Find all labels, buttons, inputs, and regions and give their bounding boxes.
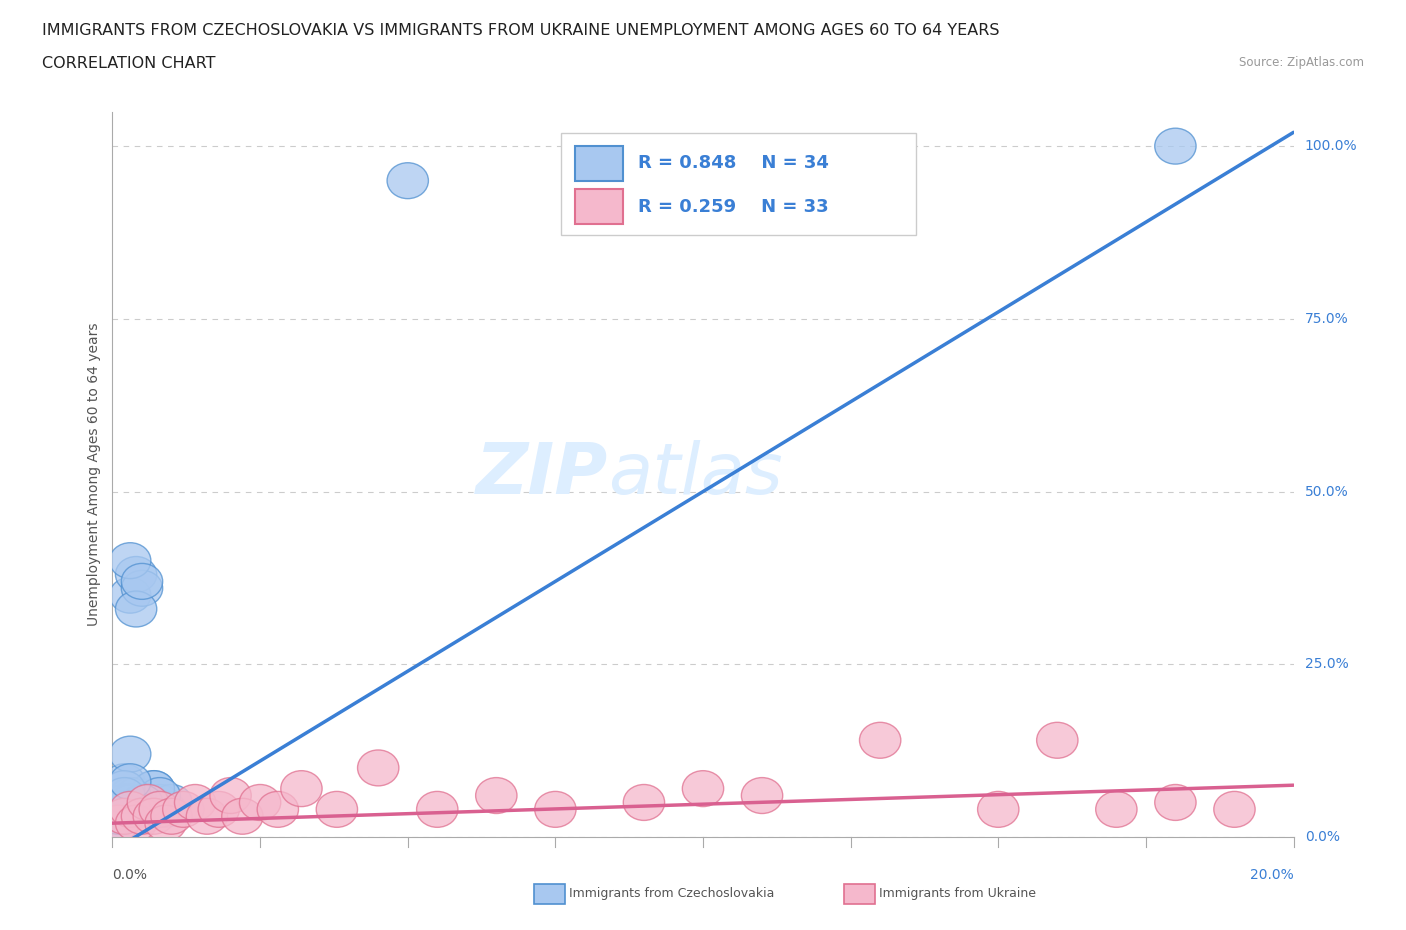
Ellipse shape — [97, 798, 139, 834]
Ellipse shape — [1095, 791, 1137, 828]
Ellipse shape — [104, 791, 145, 828]
Ellipse shape — [104, 777, 145, 814]
Ellipse shape — [222, 798, 263, 834]
Ellipse shape — [115, 591, 157, 627]
Ellipse shape — [104, 771, 145, 806]
Text: R = 0.848    N = 34: R = 0.848 N = 34 — [638, 154, 830, 172]
Ellipse shape — [1213, 791, 1256, 828]
Ellipse shape — [97, 805, 139, 841]
Ellipse shape — [623, 785, 665, 820]
Ellipse shape — [115, 791, 157, 828]
Ellipse shape — [387, 163, 429, 199]
Ellipse shape — [145, 791, 187, 828]
Ellipse shape — [115, 556, 157, 592]
Y-axis label: Unemployment Among Ages 60 to 64 years: Unemployment Among Ages 60 to 64 years — [87, 323, 101, 626]
Ellipse shape — [104, 764, 145, 800]
Ellipse shape — [127, 785, 169, 820]
Ellipse shape — [110, 785, 150, 820]
FancyBboxPatch shape — [575, 146, 623, 180]
Ellipse shape — [1154, 785, 1197, 820]
Ellipse shape — [110, 791, 150, 828]
Ellipse shape — [104, 798, 145, 834]
Ellipse shape — [134, 771, 174, 806]
Ellipse shape — [121, 791, 163, 828]
FancyBboxPatch shape — [561, 133, 915, 235]
Ellipse shape — [198, 791, 239, 828]
Ellipse shape — [97, 791, 139, 828]
Ellipse shape — [134, 771, 174, 806]
Ellipse shape — [127, 785, 169, 820]
Text: 25.0%: 25.0% — [1305, 658, 1348, 671]
Text: Immigrants from Czechoslovakia: Immigrants from Czechoslovakia — [569, 887, 775, 900]
Text: atlas: atlas — [609, 440, 783, 509]
Ellipse shape — [104, 798, 145, 834]
Ellipse shape — [741, 777, 783, 814]
Text: R = 0.259    N = 33: R = 0.259 N = 33 — [638, 198, 828, 216]
Text: 100.0%: 100.0% — [1305, 140, 1357, 153]
Ellipse shape — [97, 805, 139, 841]
Ellipse shape — [1036, 723, 1078, 758]
Ellipse shape — [977, 791, 1019, 828]
Ellipse shape — [682, 771, 724, 806]
Ellipse shape — [115, 777, 157, 814]
Ellipse shape — [357, 750, 399, 786]
Ellipse shape — [150, 785, 193, 820]
Text: 20.0%: 20.0% — [1250, 868, 1294, 882]
Ellipse shape — [110, 737, 150, 772]
Ellipse shape — [150, 798, 193, 834]
Ellipse shape — [115, 805, 157, 841]
Text: Immigrants from Ukraine: Immigrants from Ukraine — [879, 887, 1036, 900]
Ellipse shape — [534, 791, 576, 828]
Text: ZIP: ZIP — [477, 440, 609, 509]
Ellipse shape — [145, 805, 187, 841]
Ellipse shape — [121, 570, 163, 606]
Text: IMMIGRANTS FROM CZECHOSLOVAKIA VS IMMIGRANTS FROM UKRAINE UNEMPLOYMENT AMONG AGE: IMMIGRANTS FROM CZECHOSLOVAKIA VS IMMIGR… — [42, 23, 1000, 38]
Ellipse shape — [163, 791, 204, 828]
Ellipse shape — [416, 791, 458, 828]
Ellipse shape — [110, 578, 150, 613]
Text: CORRELATION CHART: CORRELATION CHART — [42, 56, 215, 71]
Ellipse shape — [121, 564, 163, 599]
Text: Source: ZipAtlas.com: Source: ZipAtlas.com — [1239, 56, 1364, 69]
Ellipse shape — [139, 785, 180, 820]
Ellipse shape — [174, 785, 217, 820]
Ellipse shape — [139, 777, 180, 814]
Text: 0.0%: 0.0% — [1305, 830, 1340, 844]
Ellipse shape — [121, 785, 163, 820]
Ellipse shape — [281, 771, 322, 806]
Text: 75.0%: 75.0% — [1305, 312, 1348, 326]
Ellipse shape — [110, 777, 150, 814]
Ellipse shape — [127, 785, 169, 820]
Text: 0.0%: 0.0% — [112, 868, 148, 882]
FancyBboxPatch shape — [575, 189, 623, 224]
Text: 50.0%: 50.0% — [1305, 485, 1348, 498]
Ellipse shape — [139, 791, 180, 828]
Ellipse shape — [186, 798, 228, 834]
Ellipse shape — [239, 785, 281, 820]
Ellipse shape — [121, 798, 163, 834]
Ellipse shape — [475, 777, 517, 814]
Ellipse shape — [257, 791, 298, 828]
Ellipse shape — [1154, 128, 1197, 164]
Ellipse shape — [97, 798, 139, 834]
Ellipse shape — [110, 764, 150, 800]
Ellipse shape — [134, 798, 174, 834]
Ellipse shape — [859, 723, 901, 758]
Ellipse shape — [209, 777, 252, 814]
Ellipse shape — [104, 785, 145, 820]
Ellipse shape — [110, 543, 150, 578]
Ellipse shape — [316, 791, 357, 828]
